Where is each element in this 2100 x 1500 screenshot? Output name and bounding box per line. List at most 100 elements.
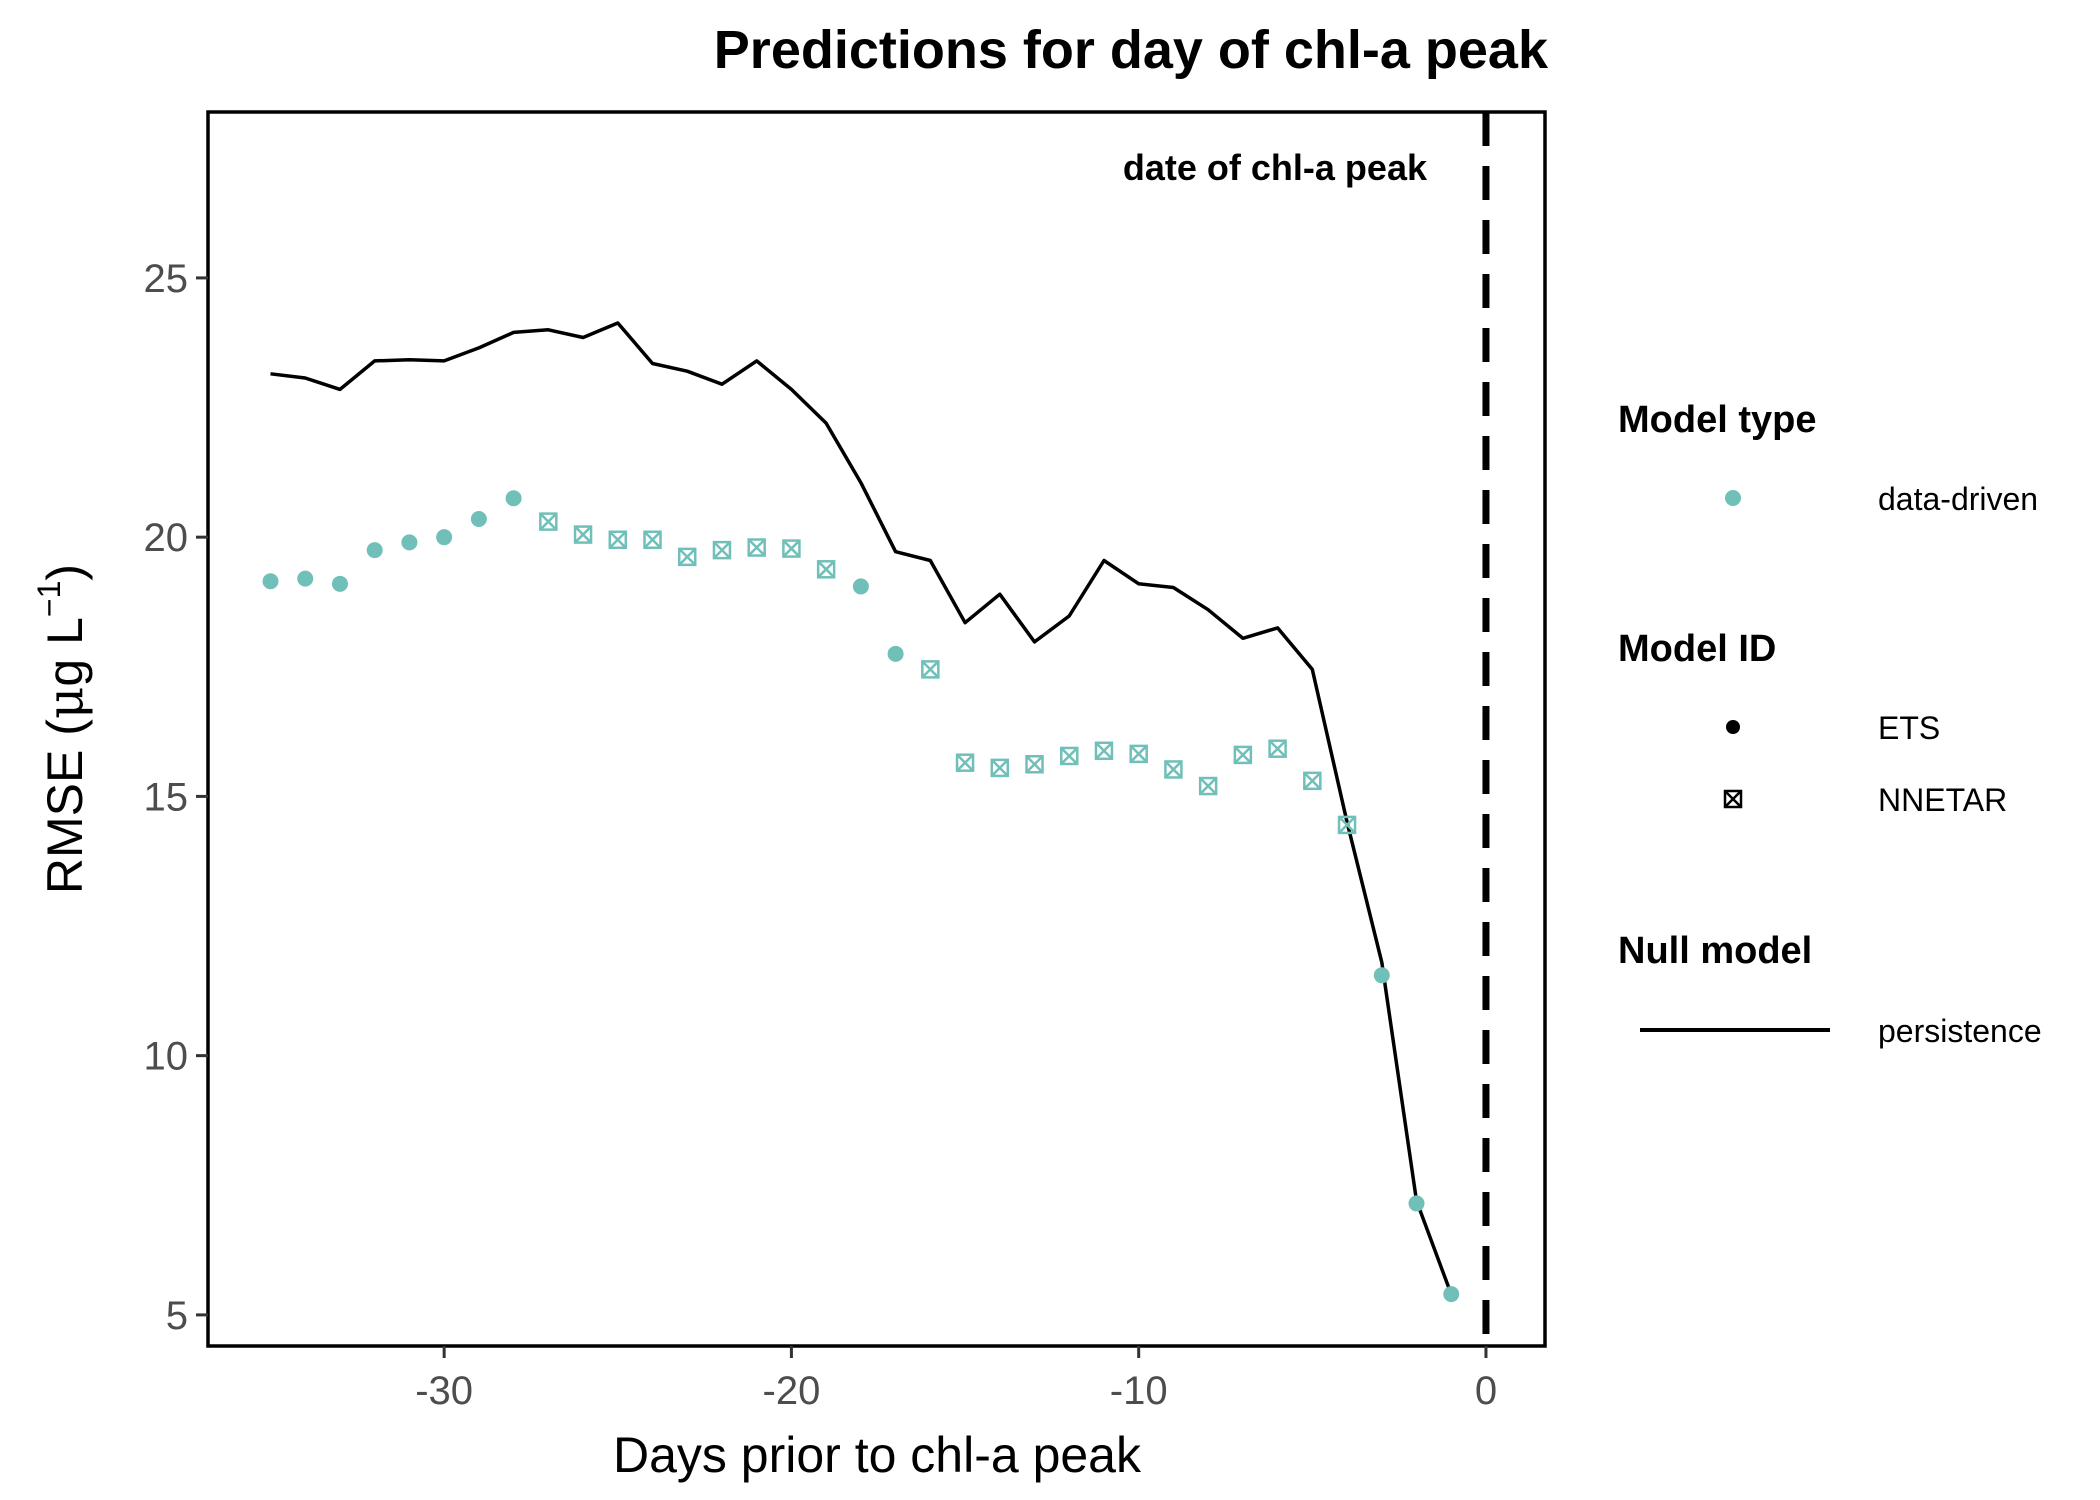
nnetar-point-cross [1268,739,1287,758]
plot-area: date of chl-a peak [206,110,1547,1348]
nnetar-point-box [539,512,558,531]
nnetar-point-box [990,758,1010,778]
nnetar-point-box [1198,776,1218,796]
y-axis-title: RMSE (μg L−1) [31,564,94,894]
x-axis-title: Days prior to chl-a peak [613,1427,1142,1483]
nnetar-point [573,525,593,544]
legend-key-nnetar [1723,789,1743,809]
nnetar-point-box [1337,815,1357,835]
nnetar-point [990,758,1010,778]
ets-point [470,511,487,528]
y-tick-label: 15 [144,775,189,819]
nnetar-point-box [816,560,836,579]
y-tick-label: 10 [144,1035,189,1079]
nnetar-point-cross [1025,755,1044,774]
nnetar-point [643,530,662,550]
x-axis: -30 -20 -10 0 [415,1346,1497,1413]
nnetar-point [1198,776,1218,796]
nnetar-point [782,539,801,558]
legend-key-ets [1726,720,1740,734]
ets-point [436,529,453,546]
ets-point [297,570,314,587]
legend-label-data-driven: data-driven [1878,481,2038,517]
y-tick-label: 5 [166,1294,188,1338]
ets-point [1373,967,1390,984]
nnetar-point [955,753,975,772]
nnetar-point [816,560,836,579]
nnetar-point-box [782,539,801,558]
nnetar-point [539,512,558,531]
x-tick-label: -30 [415,1369,473,1413]
nnetar-point-cross [1164,760,1183,779]
nnetar-point [1129,744,1148,764]
y-axis-title-mu: μ [36,687,94,720]
ets-point [366,542,383,559]
nnetar-point-box [1129,744,1148,764]
nnetar-point-cross [1095,741,1113,760]
x-tick-label: 0 [1475,1369,1497,1413]
nnetar-point-box [712,540,732,560]
chart-title: Predictions for day of chl-a peak [714,20,1549,80]
vline-annotation: date of chl-a peak [1123,147,1428,188]
nnetar-point-box [1059,746,1079,766]
ets-point [505,490,522,507]
nnetar-point-cross [678,547,697,566]
nnetar-point-cross [1338,816,1356,834]
ets-point [887,645,904,662]
persistence-layer [270,321,1453,1295]
nnetar-point [921,660,940,679]
nnetar-point-cross [990,759,1009,777]
nnetar-point [608,530,628,550]
nnetar-point [677,547,697,567]
x-tick-label: -10 [1110,1369,1168,1413]
nnetar-point [712,540,732,560]
y-tick-label: 20 [144,516,189,560]
nnetar-point-cross [539,512,558,531]
nnetar-point-box [921,660,940,679]
nnetar-point-cross [1129,745,1148,763]
y-axis-title-unit: g L [37,617,93,687]
y-axis-title-exponent: −1 [31,581,67,617]
legend-label-persistence: persistence [1878,1013,2042,1049]
nnetar-point-box [1303,771,1322,791]
nnetar-point-cross [817,560,836,579]
nnetar-point-cross [713,541,731,560]
x-tick-label: -20 [763,1369,821,1413]
nnetar-point-cross [956,753,974,772]
points-layer [262,490,1460,1303]
nnetar-point-box [677,547,697,567]
nnetar-point [1337,815,1357,835]
nnetar-point-box [955,753,975,772]
nnetar-point-box [608,530,628,550]
nnetar-point-cross [1233,746,1252,764]
nnetar-point-cross [1303,771,1322,790]
y-tick-label: 25 [144,257,189,301]
nnetar-point-cross [574,525,592,544]
nnetar-point [1164,760,1183,779]
legend-key-data-driven [1725,490,1741,506]
nnetar-point-box [1025,755,1044,774]
nnetar-point [747,538,766,557]
nnetar-point-cross [1060,747,1079,765]
nnetar-point-cross [643,530,662,549]
nnetar-point-box [1268,739,1287,758]
legend-label-ets: ETS [1878,710,1940,746]
nnetar-point [1025,755,1044,774]
plot-border [206,110,1547,1348]
ets-point [262,573,279,590]
nnetar-point [1059,746,1079,766]
y-axis-title-main: RMSE ( [37,719,93,894]
nnetar-point-cross [747,538,766,557]
nnetar-point-box [1233,745,1253,765]
nnetar-point-cross [782,539,801,558]
ets-point [1443,1286,1460,1303]
ets-point [852,578,869,595]
legend-title-model-type: Model type [1618,399,1816,441]
nnetar-point [1094,741,1114,761]
nnetar-point [1268,739,1287,758]
nnetar-point [1303,771,1322,791]
nnetar-point-box [1094,741,1114,761]
nnetar-point-box [747,538,766,557]
nnetar-point-box [573,525,593,544]
